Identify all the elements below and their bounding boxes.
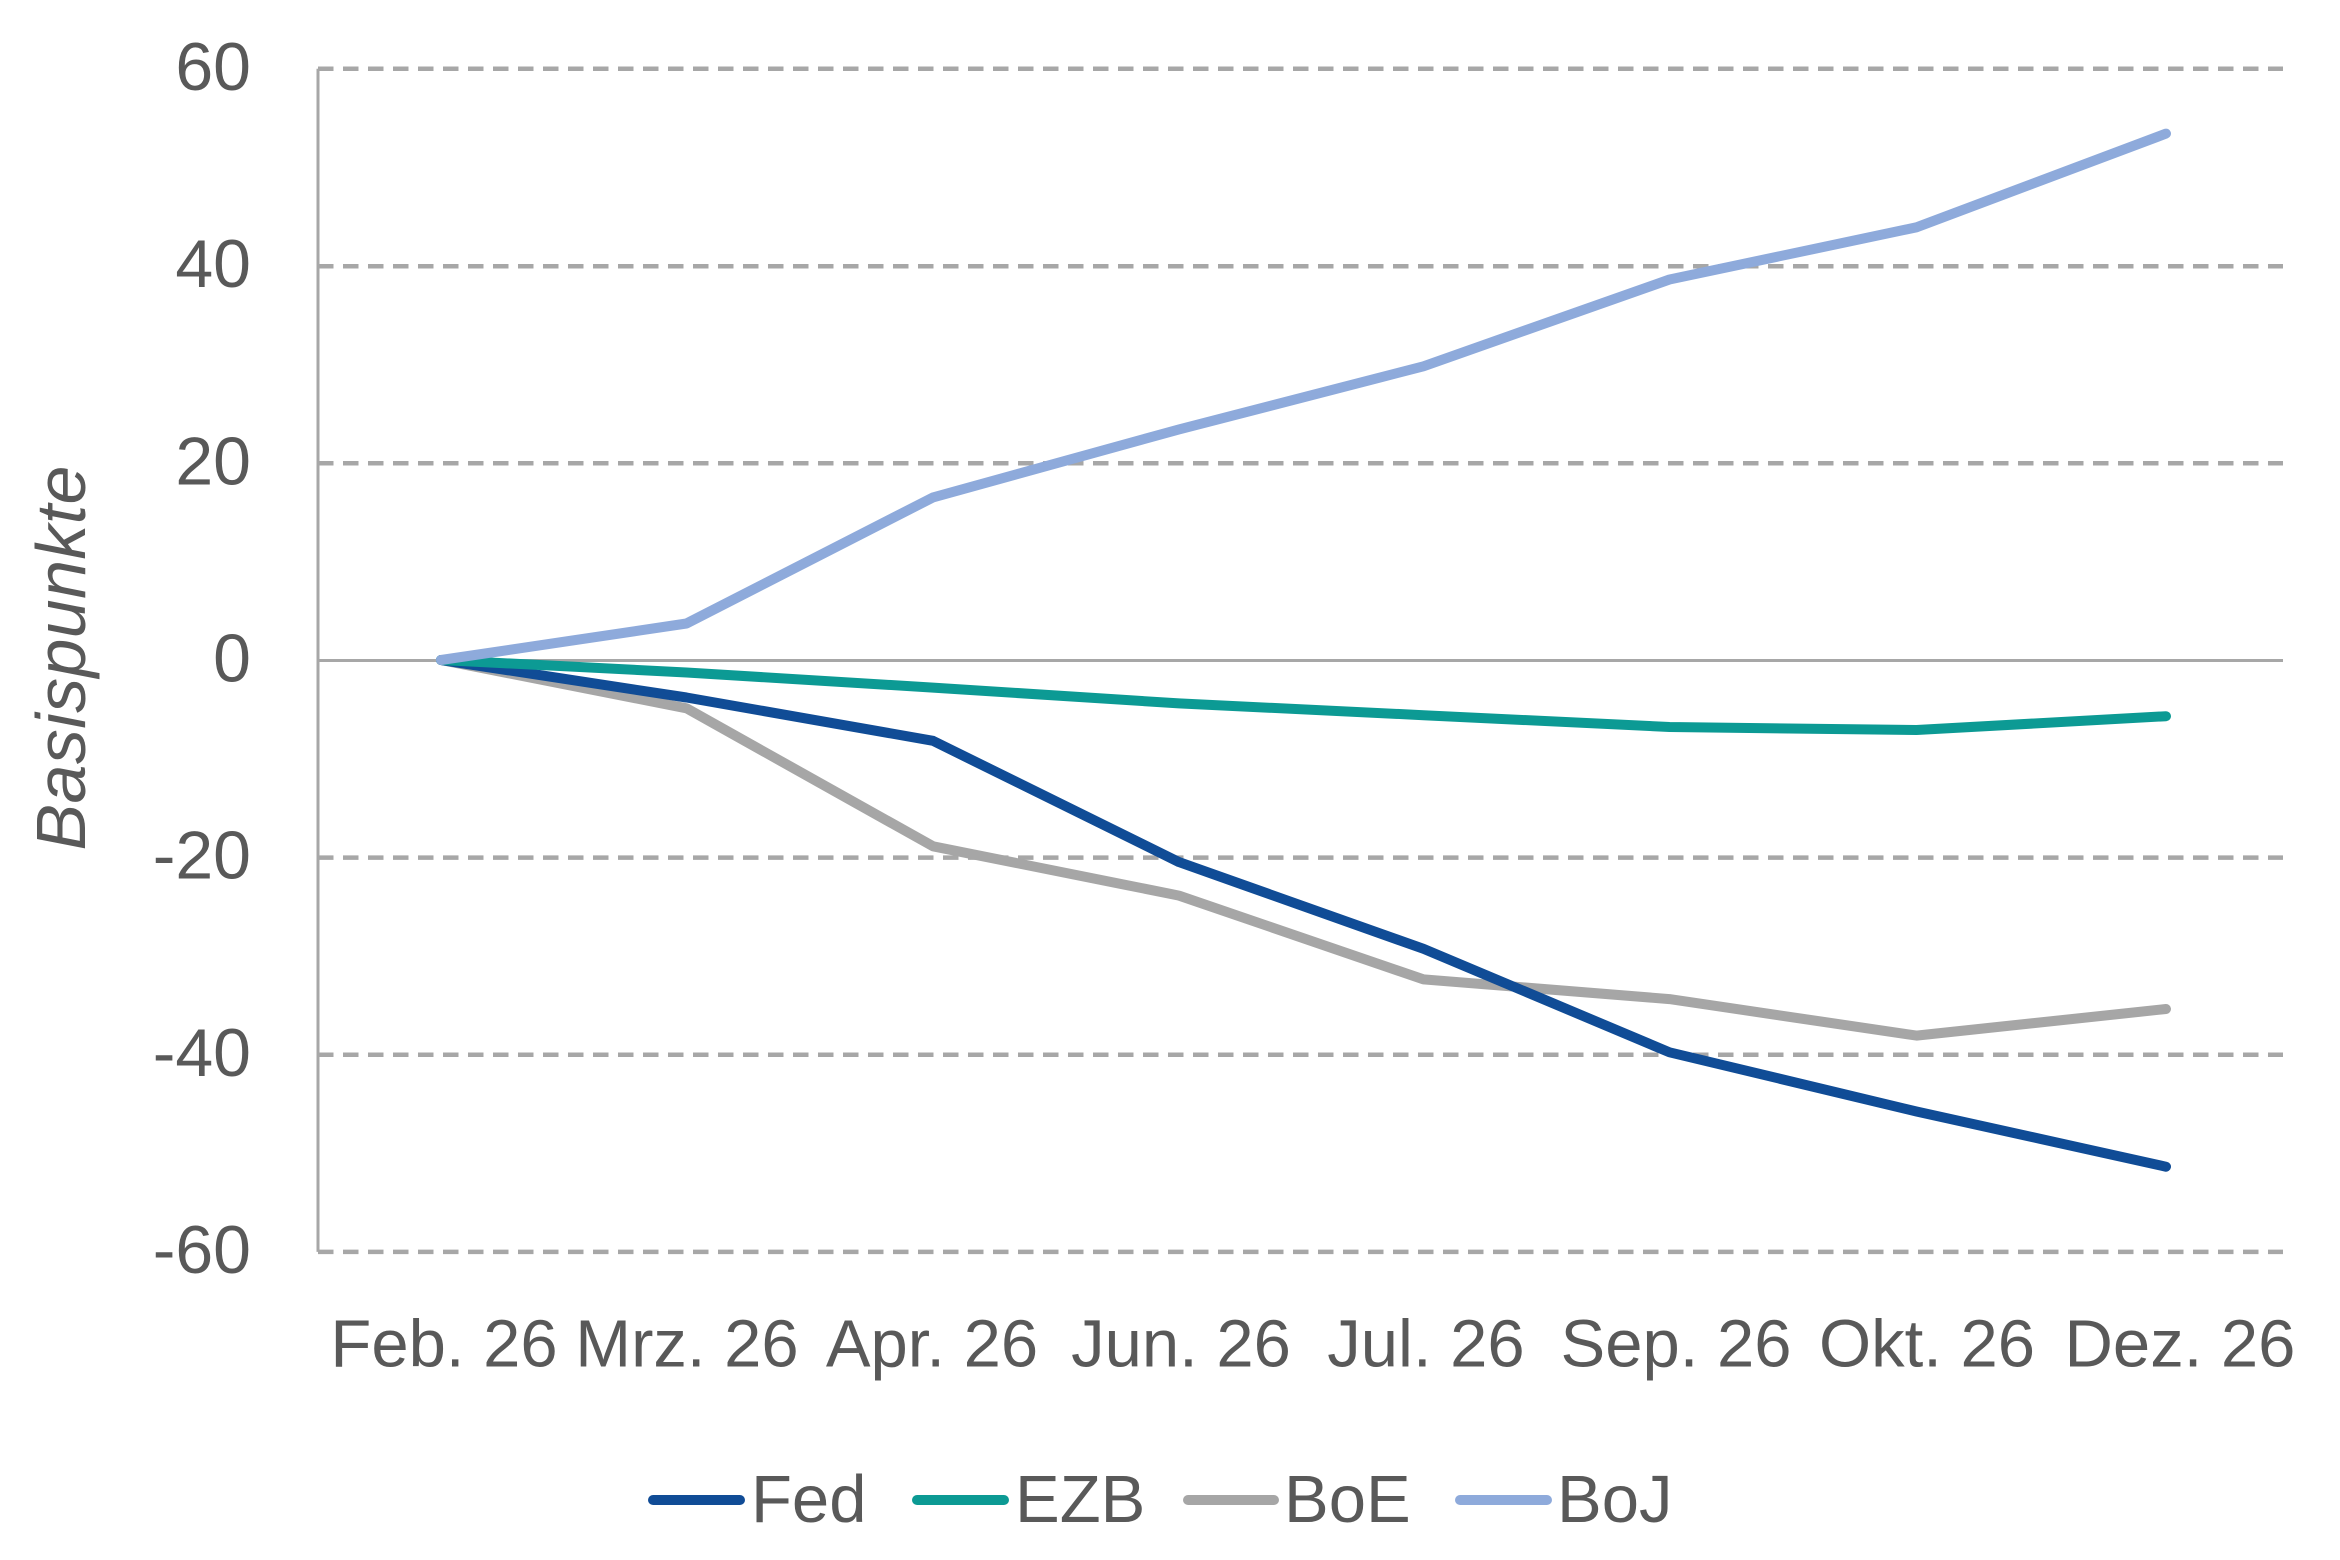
- svg-text:BoE: BoE: [1284, 1462, 1411, 1537]
- svg-text:Okt. 26: Okt. 26: [1819, 1307, 2035, 1382]
- svg-text:Jun. 26: Jun. 26: [1071, 1307, 1291, 1382]
- svg-text:60: 60: [175, 29, 251, 105]
- svg-text:Basispunkte: Basispunkte: [22, 466, 100, 851]
- svg-text:Dez. 26: Dez. 26: [2065, 1307, 2296, 1382]
- svg-text:Apr. 26: Apr. 26: [826, 1307, 1038, 1382]
- svg-text:EZB: EZB: [1015, 1462, 1145, 1537]
- svg-text:Fed: Fed: [751, 1462, 866, 1537]
- svg-text:Mrz. 26: Mrz. 26: [575, 1307, 798, 1382]
- svg-text:-60: -60: [153, 1212, 251, 1288]
- svg-text:40: 40: [175, 226, 251, 302]
- svg-text:-40: -40: [153, 1015, 251, 1091]
- svg-text:Jul. 26: Jul. 26: [1327, 1307, 1524, 1382]
- svg-text:0: 0: [213, 621, 251, 697]
- svg-text:BoJ: BoJ: [1557, 1462, 1672, 1537]
- svg-text:Sep. 26: Sep. 26: [1561, 1307, 1792, 1382]
- svg-text:Feb. 26: Feb. 26: [330, 1307, 557, 1382]
- svg-text:20: 20: [175, 423, 251, 499]
- svg-text:-20: -20: [153, 818, 251, 894]
